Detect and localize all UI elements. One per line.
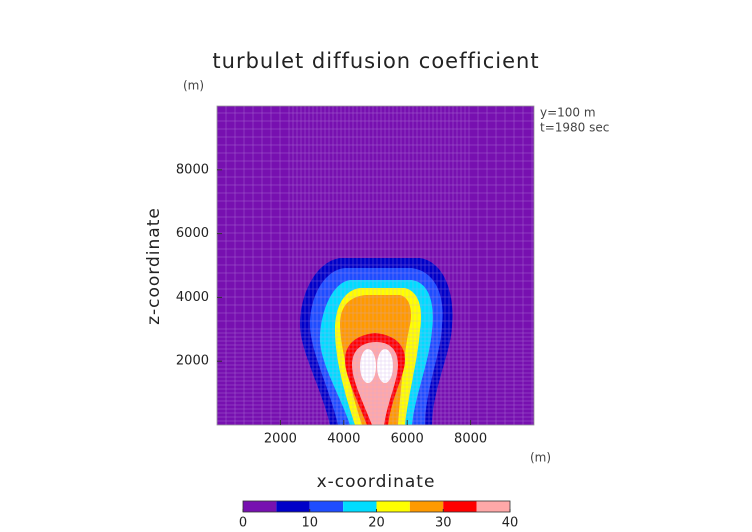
y-unit: (m) bbox=[183, 79, 204, 93]
colorbar-band bbox=[476, 501, 510, 512]
x-tick-label: 6000 bbox=[391, 432, 424, 447]
contour-peak bbox=[360, 349, 376, 383]
plot-frame bbox=[216, 105, 535, 426]
colorbar-tick-label: 40 bbox=[502, 516, 519, 531]
colorbar-tick-label: 0 bbox=[239, 516, 247, 531]
colorbar-tick-label: 20 bbox=[368, 516, 385, 531]
annotation: t=1980 sec bbox=[540, 121, 609, 135]
annotation: y=100 m bbox=[540, 106, 596, 120]
y-tick-label: 6000 bbox=[176, 226, 209, 241]
y-axis-label: z-coordinate bbox=[144, 207, 164, 325]
colorbar-band bbox=[443, 501, 477, 512]
colorbar-band bbox=[276, 501, 310, 512]
y-tick-label: 2000 bbox=[176, 354, 209, 369]
colorbar-band bbox=[343, 501, 377, 512]
colorbar-band bbox=[309, 501, 344, 512]
model-grid bbox=[216, 106, 534, 426]
colorbar-band bbox=[409, 501, 444, 512]
x-axis-label: x-coordinate bbox=[317, 472, 436, 492]
x-unit: (m) bbox=[530, 451, 551, 465]
y-tick-label: 4000 bbox=[176, 290, 209, 305]
chart-title: turbulet diffusion coefficient bbox=[212, 49, 539, 73]
colorbar-band bbox=[243, 501, 277, 512]
colorbar-tick-label: 10 bbox=[301, 516, 318, 531]
x-tick-label: 4000 bbox=[327, 432, 360, 447]
x-tick-label: 8000 bbox=[454, 432, 487, 447]
y-tick-label: 8000 bbox=[176, 162, 209, 177]
colorbar-tick-label: 30 bbox=[435, 516, 452, 531]
x-tick-label: 2000 bbox=[264, 432, 297, 447]
colorbar-band bbox=[376, 501, 410, 512]
